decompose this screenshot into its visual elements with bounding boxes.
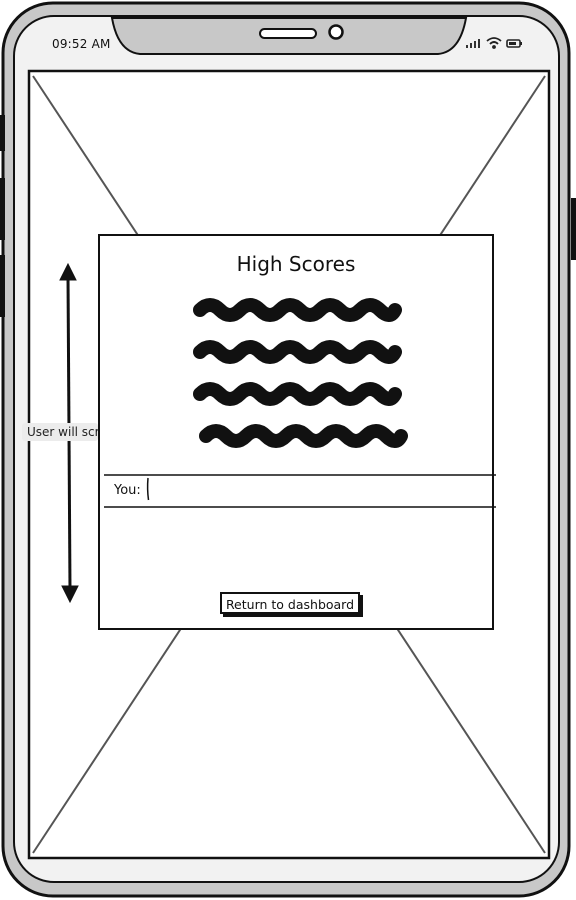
camera-icon (328, 24, 344, 40)
score-row-scribble (193, 298, 402, 322)
score-row-scribble (193, 340, 402, 364)
high-scores-modal: High Scores You: Return to dashboard (98, 234, 496, 630)
score-row-scribble (193, 382, 402, 406)
scroll-annotation: User will scroll (22, 423, 98, 441)
modal-title: High Scores (236, 252, 356, 276)
speaker-grille (259, 28, 317, 39)
status-time: 09:52 AM (52, 37, 111, 51)
signal-icon (466, 39, 480, 48)
you-label: You: (114, 483, 141, 498)
score-list (193, 298, 408, 448)
score-row-scribble (199, 424, 408, 448)
battery-icon (506, 39, 522, 48)
row-border (104, 474, 496, 508)
wifi-icon (486, 37, 502, 49)
your-score-row: You: (104, 474, 496, 508)
return-to-dashboard-button[interactable]: Return to dashboard (220, 592, 360, 614)
your-score-input[interactable] (146, 477, 150, 501)
